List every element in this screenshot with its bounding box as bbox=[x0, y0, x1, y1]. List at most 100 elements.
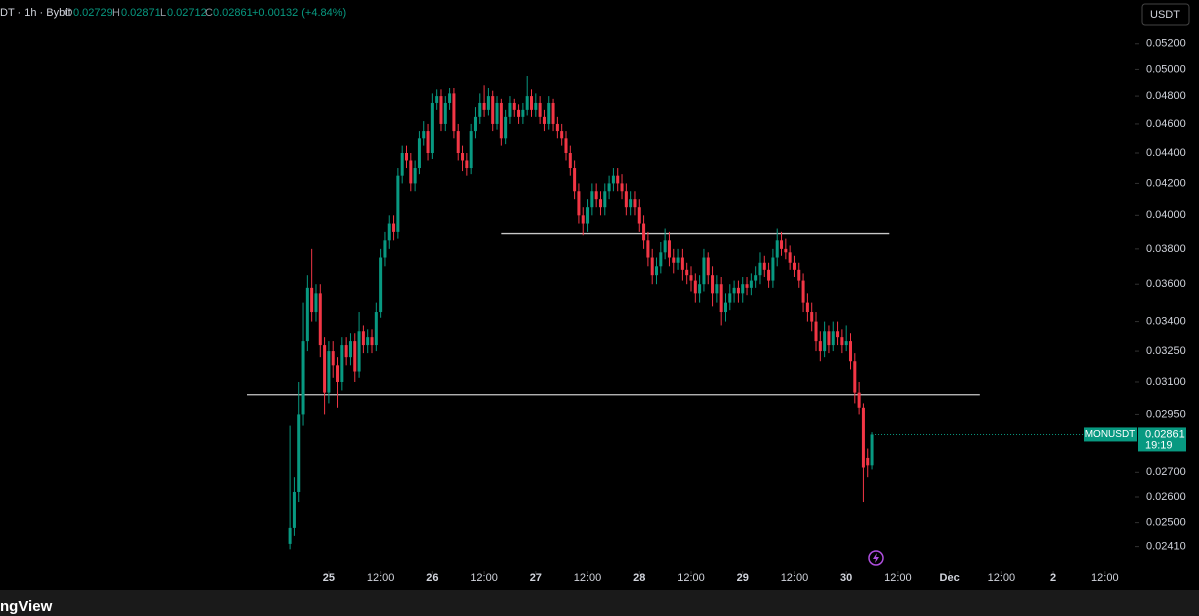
candle-body bbox=[723, 302, 727, 313]
currency-button[interactable] bbox=[1141, 3, 1190, 26]
candle-body bbox=[383, 240, 387, 258]
candle-body bbox=[836, 331, 840, 338]
candle-body bbox=[861, 407, 865, 468]
candle-body bbox=[413, 168, 417, 184]
x-tick-label: Dec bbox=[940, 572, 960, 584]
candle-body bbox=[512, 102, 516, 110]
candle-body bbox=[448, 93, 452, 103]
candle-body bbox=[288, 527, 292, 544]
y-tick-label: 0.03100 bbox=[1146, 376, 1186, 388]
candle-body bbox=[508, 102, 512, 117]
candle-body bbox=[771, 257, 775, 281]
candle-body bbox=[711, 275, 715, 294]
candle-body bbox=[547, 102, 551, 124]
candle-body bbox=[499, 102, 503, 139]
candle-body bbox=[590, 191, 594, 208]
candle-body bbox=[551, 102, 555, 124]
candle-body bbox=[633, 199, 637, 208]
flash-icon-bolt[interactable] bbox=[873, 553, 879, 563]
candle-body bbox=[422, 131, 426, 139]
candle-body bbox=[728, 293, 732, 303]
candle-body bbox=[469, 131, 473, 169]
y-tick-label: 0.05000 bbox=[1146, 63, 1186, 75]
candle-body bbox=[573, 168, 577, 192]
candle-body bbox=[754, 275, 758, 281]
symbol-info: DT · 1h · Bybit bbox=[0, 7, 71, 19]
y-tick-label: 0.03250 bbox=[1146, 345, 1186, 357]
candle-body bbox=[396, 175, 400, 232]
candle-body bbox=[586, 207, 590, 224]
currency-button-label[interactable]: USDT bbox=[1150, 9, 1180, 21]
candle-body bbox=[642, 223, 646, 241]
candle-body bbox=[866, 457, 870, 466]
candle-body bbox=[848, 341, 853, 362]
candle-body bbox=[568, 152, 572, 169]
candle-body bbox=[370, 337, 374, 346]
candle-body bbox=[736, 287, 740, 294]
candle-body bbox=[603, 191, 607, 208]
candle-body bbox=[853, 361, 857, 393]
candle-body bbox=[340, 345, 344, 382]
y-tick-label: 0.02700 bbox=[1146, 466, 1186, 478]
candle-body bbox=[297, 414, 301, 492]
candle-body bbox=[361, 331, 365, 346]
candle-body bbox=[482, 102, 486, 110]
candle-body bbox=[318, 293, 322, 346]
x-tick-label: 12:00 bbox=[677, 572, 705, 584]
x-tick-label: 26 bbox=[426, 572, 438, 584]
x-tick-label: 12:00 bbox=[574, 572, 602, 584]
ohlc-label: H bbox=[112, 7, 120, 19]
candle-body bbox=[749, 280, 753, 288]
candle-body bbox=[581, 215, 585, 224]
candle-body bbox=[672, 257, 676, 263]
candle-body bbox=[784, 248, 788, 253]
candle-body bbox=[426, 131, 430, 153]
candle-body bbox=[792, 262, 796, 270]
price-label-symbol-box bbox=[1084, 427, 1137, 442]
y-tick-label: 0.05200 bbox=[1146, 38, 1186, 50]
candle-body bbox=[780, 240, 784, 249]
x-tick-label: 28 bbox=[633, 572, 645, 584]
candle-body bbox=[353, 341, 357, 372]
candle-body bbox=[650, 257, 654, 276]
candle-body bbox=[810, 312, 814, 322]
ohlc-value: 0.02861 bbox=[213, 7, 253, 19]
candle-body bbox=[439, 96, 443, 124]
candle-body bbox=[801, 280, 805, 303]
flash-icon-ring[interactable] bbox=[868, 550, 884, 566]
candle-body bbox=[305, 287, 309, 342]
candle-body bbox=[314, 293, 318, 313]
y-tick-label: 0.03600 bbox=[1146, 278, 1186, 290]
candle-body bbox=[292, 491, 296, 528]
ohlc-value: 0.02871 bbox=[121, 7, 161, 19]
candle-body bbox=[323, 345, 327, 393]
candle-body bbox=[616, 175, 620, 184]
candle-body bbox=[745, 284, 749, 288]
x-tick-label: 12:00 bbox=[470, 572, 498, 584]
candle-body bbox=[655, 266, 659, 276]
y-tick-label: 0.02500 bbox=[1146, 517, 1186, 529]
candle-body bbox=[680, 257, 684, 270]
candle-body bbox=[560, 131, 564, 139]
candle-body bbox=[758, 262, 762, 276]
flash-icon[interactable] bbox=[868, 550, 884, 566]
y-tick-label: 0.03400 bbox=[1146, 315, 1186, 327]
candle-body bbox=[344, 345, 348, 358]
candle-body bbox=[404, 152, 409, 161]
x-tick-label: 2 bbox=[1050, 572, 1056, 584]
candle-body bbox=[456, 131, 460, 153]
y-tick-label: 0.04600 bbox=[1146, 118, 1186, 130]
candle-body bbox=[767, 269, 771, 281]
candle-body bbox=[667, 240, 671, 258]
candle-body bbox=[443, 102, 447, 124]
x-tick-label: 30 bbox=[840, 572, 852, 584]
price-label-countdown: 19:19 bbox=[1145, 439, 1173, 451]
candle-body bbox=[538, 102, 542, 117]
y-tick-label: 0.04200 bbox=[1146, 177, 1186, 189]
x-tick-label: 12:00 bbox=[884, 572, 912, 584]
footer-bar bbox=[0, 590, 1199, 616]
candle-body bbox=[392, 223, 396, 232]
candle-body bbox=[491, 96, 495, 124]
